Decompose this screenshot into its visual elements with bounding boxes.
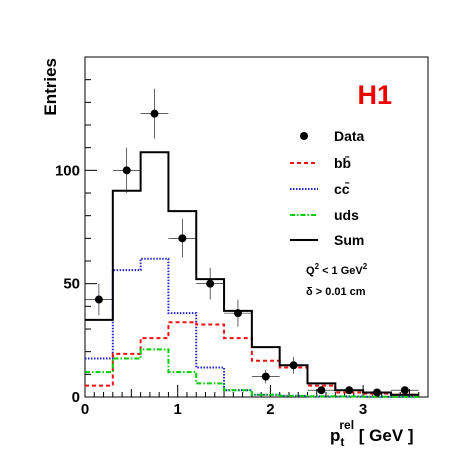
data-point <box>94 295 103 304</box>
annotation-q2-sup: 2 <box>315 262 320 271</box>
annotation-delta: δ > 0.01 cm <box>306 286 366 298</box>
legend-marker-data <box>300 132 308 140</box>
x-axis-label-unit: [ GeV ] <box>354 426 414 445</box>
data-point <box>373 388 382 397</box>
legend-label: bb̄ <box>334 154 351 171</box>
y-axis-label: Entries <box>41 58 60 116</box>
hist-bb <box>85 321 419 396</box>
x-tick-label: 0 <box>81 401 89 418</box>
x-tick-label: 2 <box>266 401 274 418</box>
y-tick-label: 100 <box>55 162 80 179</box>
legend: Data bb̄ cc̄ uds Sum <box>290 128 365 248</box>
annotation-q2-sup2: 2 <box>363 262 368 271</box>
data-point <box>233 309 242 318</box>
y-tick-label: 0 <box>72 389 80 406</box>
tick-labels: 0 1 2 3 0 50 100 <box>55 162 367 418</box>
data-point <box>345 386 354 395</box>
data-point <box>261 372 270 381</box>
histogram-series <box>85 151 419 398</box>
data-point <box>317 386 326 395</box>
x-axis-label: pt rel [ GeV ] <box>330 418 414 449</box>
legend-label: Sum <box>334 232 364 248</box>
data-point <box>150 109 159 118</box>
data-point <box>400 386 409 395</box>
hist-sum <box>85 151 419 396</box>
x-axis-label-sub: t <box>340 435 344 449</box>
x-tick-label: 3 <box>359 401 367 418</box>
legend-label: Data <box>334 128 365 144</box>
data-point <box>178 234 187 243</box>
hist-uds <box>85 348 419 398</box>
experiment-label: H1 <box>357 80 392 110</box>
plot-frame <box>84 56 429 398</box>
y-tick-label: 50 <box>63 276 80 293</box>
legend-label: cc̄ <box>334 180 350 197</box>
x-axis-label-main: p <box>330 426 340 445</box>
x-tick-label: 1 <box>174 401 182 418</box>
data-point <box>122 166 131 175</box>
annotation-q2-rest: < 1 GeV <box>319 265 363 277</box>
x-axis-label-sup: rel <box>339 418 354 432</box>
legend-label: uds <box>334 207 359 223</box>
annotation-q2: Q2 < 1 GeV2 <box>306 262 368 277</box>
data-point <box>206 279 215 288</box>
annotation-q2-base: Q <box>306 265 315 277</box>
data-point <box>289 361 298 370</box>
data-points <box>85 88 419 397</box>
